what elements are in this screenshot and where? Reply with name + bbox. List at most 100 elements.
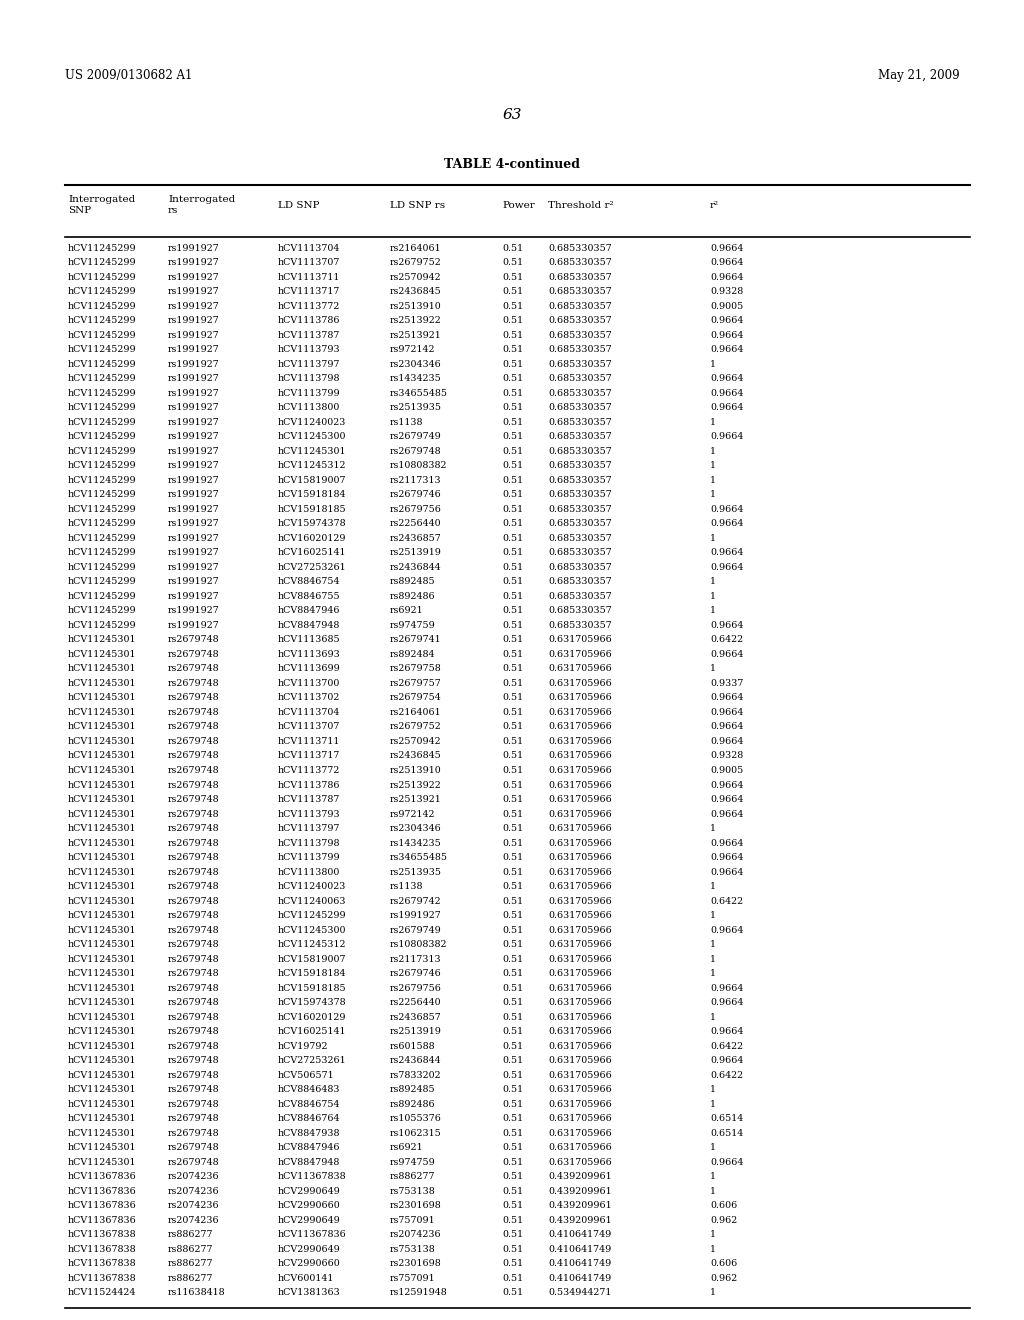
Text: 0.631705966: 0.631705966: [548, 737, 611, 746]
Text: hCV1113693: hCV1113693: [278, 649, 341, 659]
Text: hCV8846754: hCV8846754: [278, 577, 341, 586]
Text: hCV11367836: hCV11367836: [68, 1172, 137, 1181]
Text: 0.51: 0.51: [502, 896, 523, 906]
Text: hCV11245301: hCV11245301: [68, 1071, 136, 1080]
Text: 0.631705966: 0.631705966: [548, 795, 611, 804]
Text: hCV11245299: hCV11245299: [68, 620, 136, 630]
Text: rs2679748: rs2679748: [168, 1071, 219, 1080]
Text: hCV15819007: hCV15819007: [278, 954, 346, 964]
Text: hCV11245299: hCV11245299: [68, 447, 136, 455]
Text: 0.685330357: 0.685330357: [548, 346, 611, 354]
Text: LD SNP: LD SNP: [278, 201, 319, 210]
Text: hCV11245312: hCV11245312: [278, 462, 346, 470]
Text: hCV11245301: hCV11245301: [68, 882, 136, 891]
Text: rs757091: rs757091: [390, 1216, 435, 1225]
Text: rs886277: rs886277: [168, 1230, 213, 1239]
Text: 0.9664: 0.9664: [710, 795, 743, 804]
Text: 0.9664: 0.9664: [710, 780, 743, 789]
Text: rs1991927: rs1991927: [168, 317, 220, 325]
Text: 0.685330357: 0.685330357: [548, 477, 611, 484]
Text: rs2304346: rs2304346: [390, 360, 441, 368]
Text: 0.51: 0.51: [502, 1114, 523, 1123]
Text: hCV11245301: hCV11245301: [68, 1114, 136, 1123]
Text: 0.51: 0.51: [502, 1100, 523, 1109]
Text: hCV11245301: hCV11245301: [68, 678, 136, 688]
Text: rs2679741: rs2679741: [390, 635, 441, 644]
Text: 0.685330357: 0.685330357: [548, 259, 611, 267]
Text: rs2679749: rs2679749: [390, 925, 441, 935]
Text: 0.51: 0.51: [502, 562, 523, 572]
Text: 0.51: 0.51: [502, 259, 523, 267]
Text: rs2164061: rs2164061: [390, 708, 441, 717]
Text: rs2679752: rs2679752: [390, 259, 441, 267]
Text: 0.51: 0.51: [502, 664, 523, 673]
Text: 0.51: 0.51: [502, 1056, 523, 1065]
Text: 0.51: 0.51: [502, 882, 523, 891]
Text: hCV11245301: hCV11245301: [68, 664, 136, 673]
Text: hCV1113704: hCV1113704: [278, 244, 340, 252]
Text: 0.9005: 0.9005: [710, 766, 743, 775]
Text: rs6921: rs6921: [390, 606, 424, 615]
Text: 0.51: 0.51: [502, 940, 523, 949]
Text: rs2513935: rs2513935: [390, 404, 442, 412]
Text: hCV11367838: hCV11367838: [68, 1230, 136, 1239]
Text: rs1991927: rs1991927: [168, 504, 220, 513]
Text: Interrogated
rs: Interrogated rs: [168, 194, 236, 215]
Text: 0.51: 0.51: [502, 925, 523, 935]
Text: rs2679748: rs2679748: [168, 1129, 219, 1138]
Text: rs2679748: rs2679748: [390, 447, 441, 455]
Text: rs2679748: rs2679748: [168, 1012, 219, 1022]
Text: rs2679748: rs2679748: [168, 737, 219, 746]
Text: hCV11245299: hCV11245299: [68, 533, 136, 543]
Text: rs1991927: rs1991927: [168, 302, 220, 310]
Text: rs1991927: rs1991927: [168, 562, 220, 572]
Text: 1: 1: [710, 533, 716, 543]
Text: rs1434235: rs1434235: [390, 838, 441, 847]
Text: hCV11245301: hCV11245301: [68, 809, 136, 818]
Text: hCV11245299: hCV11245299: [68, 317, 136, 325]
Text: hCV1381363: hCV1381363: [278, 1288, 341, 1298]
Text: hCV11245301: hCV11245301: [68, 1056, 136, 1065]
Text: 0.9664: 0.9664: [710, 983, 743, 993]
Text: 0.439209961: 0.439209961: [548, 1201, 611, 1210]
Text: 0.51: 0.51: [502, 1187, 523, 1196]
Text: 0.51: 0.51: [502, 477, 523, 484]
Text: hCV8846755: hCV8846755: [278, 591, 341, 601]
Text: 0.685330357: 0.685330357: [548, 433, 611, 441]
Text: rs2513922: rs2513922: [390, 780, 441, 789]
Text: 0.51: 0.51: [502, 1201, 523, 1210]
Text: 0.9664: 0.9664: [710, 331, 743, 339]
Text: rs2679748: rs2679748: [168, 1027, 219, 1036]
Text: hCV1113800: hCV1113800: [278, 404, 340, 412]
Text: hCV8847948: hCV8847948: [278, 1158, 340, 1167]
Text: rs886277: rs886277: [168, 1274, 213, 1283]
Text: rs2679748: rs2679748: [168, 1114, 219, 1123]
Text: 0.9664: 0.9664: [710, 504, 743, 513]
Text: 0.51: 0.51: [502, 244, 523, 252]
Text: 0.51: 0.51: [502, 983, 523, 993]
Text: 0.6422: 0.6422: [710, 896, 743, 906]
Text: hCV11245301: hCV11245301: [68, 1158, 136, 1167]
Text: hCV11367836: hCV11367836: [68, 1216, 137, 1225]
Text: hCV11245299: hCV11245299: [68, 418, 136, 426]
Text: hCV11245301: hCV11245301: [68, 969, 136, 978]
Text: hCV16020129: hCV16020129: [278, 1012, 346, 1022]
Text: 0.9664: 0.9664: [710, 562, 743, 572]
Text: hCV11245301: hCV11245301: [278, 447, 346, 455]
Text: 1: 1: [710, 940, 716, 949]
Text: 0.631705966: 0.631705966: [548, 1027, 611, 1036]
Text: hCV11245301: hCV11245301: [68, 896, 136, 906]
Text: 0.51: 0.51: [502, 490, 523, 499]
Text: 0.631705966: 0.631705966: [548, 722, 611, 731]
Text: hCV11245299: hCV11245299: [68, 375, 136, 383]
Text: 0.631705966: 0.631705966: [548, 678, 611, 688]
Text: 0.6422: 0.6422: [710, 1071, 743, 1080]
Text: 0.685330357: 0.685330357: [548, 375, 611, 383]
Text: rs972142: rs972142: [390, 809, 435, 818]
Text: rs1991927: rs1991927: [168, 418, 220, 426]
Text: 0.51: 0.51: [502, 998, 523, 1007]
Text: 0.9328: 0.9328: [710, 751, 743, 760]
Text: 0.534944271: 0.534944271: [548, 1288, 611, 1298]
Text: 0.631705966: 0.631705966: [548, 1041, 611, 1051]
Text: 0.51: 0.51: [502, 1012, 523, 1022]
